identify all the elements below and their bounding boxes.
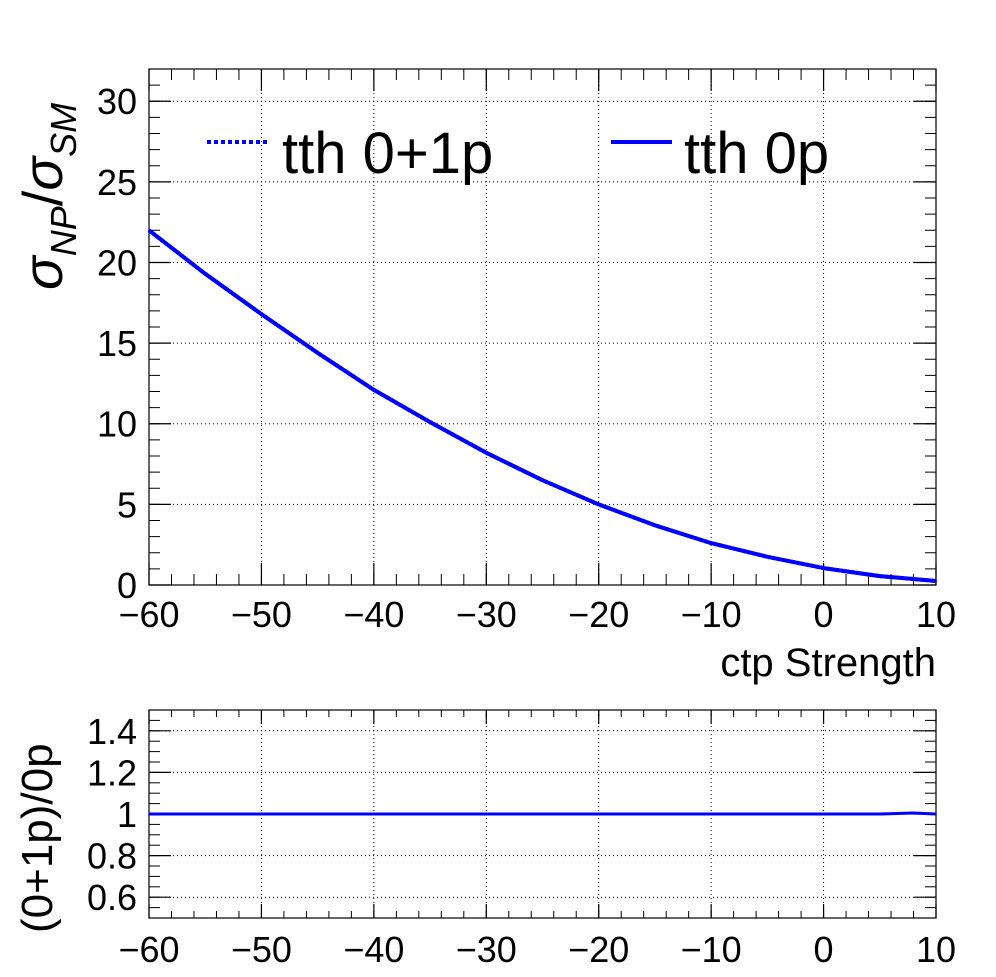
y-tick-label: 0.6 [87,877,137,918]
series-point-1 [935,580,937,582]
series-point-1 [148,229,150,232]
main-series-lines [147,228,937,583]
series-point-1 [485,451,488,454]
series-point-0 [822,813,825,815]
y-tick-label: 15 [97,323,137,364]
x-tick-label: −60 [118,594,179,635]
main-y-tick-labels: 0 5 10 15 20 25 30 [97,81,137,606]
ratio-x-tick-labels: −60 −50 −40 −30 −20 −10 0 10 [118,929,956,970]
series-point-1 [822,567,825,569]
x-tick-label: 0 [814,929,834,970]
series-point-0 [935,813,937,815]
main-x-tick-labels: −60 −50 −40 −30 −20 −10 0 10 [118,594,956,635]
series-point-1 [204,272,207,275]
series-point-1 [878,575,881,577]
x-tick-label: −10 [681,594,742,635]
y-title-slash: / [11,190,74,206]
ratio-y-axis-title: (0+1p)/0p [13,743,62,933]
series-point-0 [260,813,263,815]
series-point-1 [710,542,712,544]
x-tick-label: −30 [456,929,517,970]
y-tick-label: 10 [97,404,137,445]
y-title-sigma-np: σ [11,254,74,290]
series-point-1 [766,555,769,558]
series-point-1 [541,479,544,481]
y-tick-label: 1 [117,794,137,835]
ratio-y-tick-labels: 0.60.811.21.4 [87,711,137,918]
x-tick-label: −60 [118,929,179,970]
x-tick-label: 10 [916,929,956,970]
x-tick-label: 0 [814,594,834,635]
series-point-1 [260,313,263,315]
legend: tth 0+1p tth 0p [207,121,829,186]
series-point-1 [597,503,600,506]
series-line-1 [147,228,937,583]
x-tick-label: −50 [231,929,292,970]
x-tick-label: −30 [456,594,517,635]
x-tick-label: −20 [568,594,629,635]
x-tick-label: 10 [916,594,956,635]
series-point-0 [597,813,600,815]
series-point-1 [429,421,431,423]
y-tick-label: 30 [97,81,137,122]
series-point-0 [912,812,915,814]
main-y-axis-title: σNP/σSM [11,103,84,290]
main-plot-panel: −60 −50 −40 −30 −20 −10 0 10 0 5 10 15 20 25 30 tth 0… [11,68,956,685]
series-point-0 [148,813,150,815]
series-point-0 [485,813,488,815]
legend-label-0p1p: tth 0+1p [282,121,493,186]
y-tick-label: 0.8 [87,836,137,877]
x-tick-label: −10 [681,929,742,970]
x-tick-label: −40 [343,594,404,635]
y-tick-label: 20 [97,242,137,283]
x-tick-label: −40 [343,929,404,970]
series-point-0 [710,813,712,815]
y-title-sub-np: NP [43,206,84,256]
series-point-1 [373,389,375,391]
series-point-1 [316,352,319,354]
y-tick-label: 0 [117,565,137,606]
y-tick-label: 1.4 [87,711,137,752]
series-line-0 [149,811,937,816]
x-tick-label: −20 [568,929,629,970]
series-point-1 [654,524,656,527]
y-title-sigma-sm: σ [11,155,74,191]
y-tick-label: 1.2 [87,752,137,793]
series-line-0 [147,228,937,583]
series-point-0 [373,813,375,815]
y-tick-label: 5 [117,484,137,525]
y-tick-label: 25 [97,162,137,203]
series-point-0 [878,813,881,815]
main-x-axis-title: ctp Strength [720,641,936,685]
main-axis-ticks [148,68,937,586]
y-title-sub-sm: SM [43,103,84,157]
x-tick-label: −50 [231,594,292,635]
ratio-plot-panel: −60 −50 −40 −30 −20 −10 0 10 0.60.811.21.4 (0+1… [13,709,956,970]
ratio-series-lines [148,811,937,816]
legend-label-0p: tth 0p [684,121,829,186]
